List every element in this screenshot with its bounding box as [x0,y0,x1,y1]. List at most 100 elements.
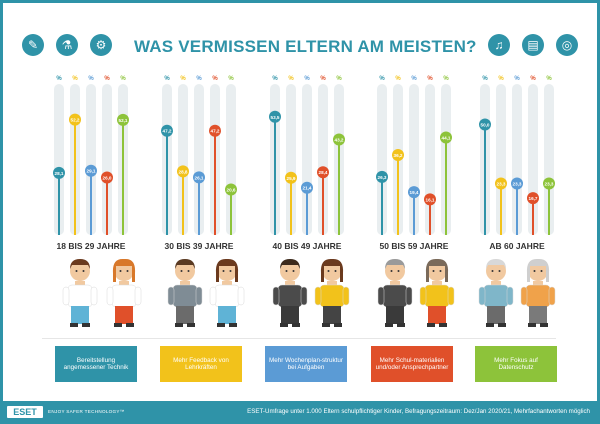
woman-figure [106,258,142,327]
percent-symbol: % [288,76,294,82]
age-group-label: AB 60 JAHRE [489,241,545,251]
percent-symbol: % [336,76,342,82]
percent-symbol: % [212,76,218,82]
percent-symbol: % [482,76,488,82]
bar-value-marker [495,177,507,190]
microscope-icon: ⚙ [90,34,112,56]
headphones-icon: ♫ [488,34,510,56]
bar-value-marker [317,166,329,179]
bar-track [54,84,64,235]
bar-track [102,84,112,235]
bar-value-marker [69,113,81,126]
percent-symbol: % [72,76,78,82]
data-label: 47,2 [211,129,220,134]
data-label: 52,2 [71,118,80,123]
data-label: 53,5 [271,115,280,120]
data-label: 21,4 [303,186,312,191]
tagline: ENJOY SAFER TECHNOLOGY™ [48,409,125,414]
percent-symbol: % [196,76,202,82]
woman-figure [520,258,556,327]
bar-value-marker [269,110,281,123]
percent-symbol: % [304,76,310,82]
bar-value-marker [53,166,65,179]
data-label: 23,3 [545,182,554,187]
bar-track [194,84,204,235]
man-figure [62,259,98,327]
bar-track [496,84,506,235]
bar-track [318,84,328,235]
bar-track [86,84,96,235]
data-label: 43,2 [335,138,344,143]
data-label: 52,1 [119,118,128,123]
age-group-label: 40 BIS 49 JAHRE [272,241,342,251]
legend-item: Mehr Schul-materialien und/oder Ansprech… [371,346,453,382]
man-figure [167,259,203,327]
bar-track [544,84,554,235]
percent-symbol: % [427,76,433,82]
bar-chart: % 28,1% 52,2% 29,1% 26,0% 52,1% 47,2% 28,8% 26,1… [53,76,555,235]
bar-value-marker [511,177,523,190]
data-label: 23,3 [513,182,522,187]
bar-value-marker [193,171,205,184]
footer-bar: ESET ENJOY SAFER TECHNOLOGY™ ESET-Umfrag… [0,401,600,424]
legend-item: Bereitstellung angemessener Technik [55,346,137,382]
bar-value-marker [424,193,436,206]
data-label: 47,2 [163,129,172,134]
data-label: 16,1 [426,197,435,202]
bar-value-marker [177,165,189,178]
data-label: 28,1 [55,171,64,176]
bar-value-marker [301,181,313,194]
data-label: 23,3 [497,182,506,187]
bar-track [377,84,387,235]
bar-value-marker [543,177,555,190]
percent-symbol: % [411,76,417,82]
data-label: 28,8 [179,169,188,174]
woman-figure [314,258,350,327]
data-label: 19,4 [410,190,419,195]
percent-symbol: % [272,76,278,82]
bar-track [226,84,236,235]
bar-value-marker [376,170,388,183]
percent-symbol: % [164,76,170,82]
percent-symbol: % [320,76,326,82]
percent-symbol: % [395,76,401,82]
bar-value-marker [161,124,173,137]
bar-value-marker [209,124,221,137]
percent-symbol: % [546,76,552,82]
bar-value-marker [285,171,297,184]
bar-value-marker [408,186,420,199]
palette-icon: ✎ [22,34,44,56]
data-label: 25,9 [287,176,296,181]
bar-value-marker [527,192,539,205]
percent-symbol: % [120,76,126,82]
data-label: 20,6 [227,187,236,192]
data-label: 28,4 [319,170,328,175]
man-figure [377,259,413,327]
percent-symbol: % [498,76,504,82]
data-label: 29,1 [87,169,96,174]
legend-item: Mehr Wochenplan-struktur bei Aufgaben [265,346,347,382]
percent-symbol: % [104,76,110,82]
data-label: 26,1 [195,175,204,180]
legend-item: Mehr Fokus auf Datenschutz [475,346,557,382]
data-label: 26,3 [378,175,387,180]
age-group-label: 30 BIS 39 JAHRE [164,241,234,251]
man-figure [272,259,308,327]
woman-figure [419,258,455,327]
bar-value-marker [479,118,491,131]
data-label: 16,7 [529,196,538,201]
legend-item: Mehr Feedback von Lehrkräften [160,346,242,382]
bar-track [178,84,188,235]
bar-value-marker [117,113,129,126]
survey-footnote: ESET-Umfrage unter 1.000 Eltern schulpfl… [247,408,590,415]
bar-value-marker [440,131,452,144]
data-label: 26,0 [103,176,112,181]
age-group-label: 50 BIS 59 JAHRE [379,241,449,251]
flask-icon: ⚗ [56,34,78,56]
divider [42,338,556,339]
percent-symbol: % [379,76,385,82]
percent-symbol: % [88,76,94,82]
percent-symbol: % [180,76,186,82]
bar-value-marker [333,133,345,146]
